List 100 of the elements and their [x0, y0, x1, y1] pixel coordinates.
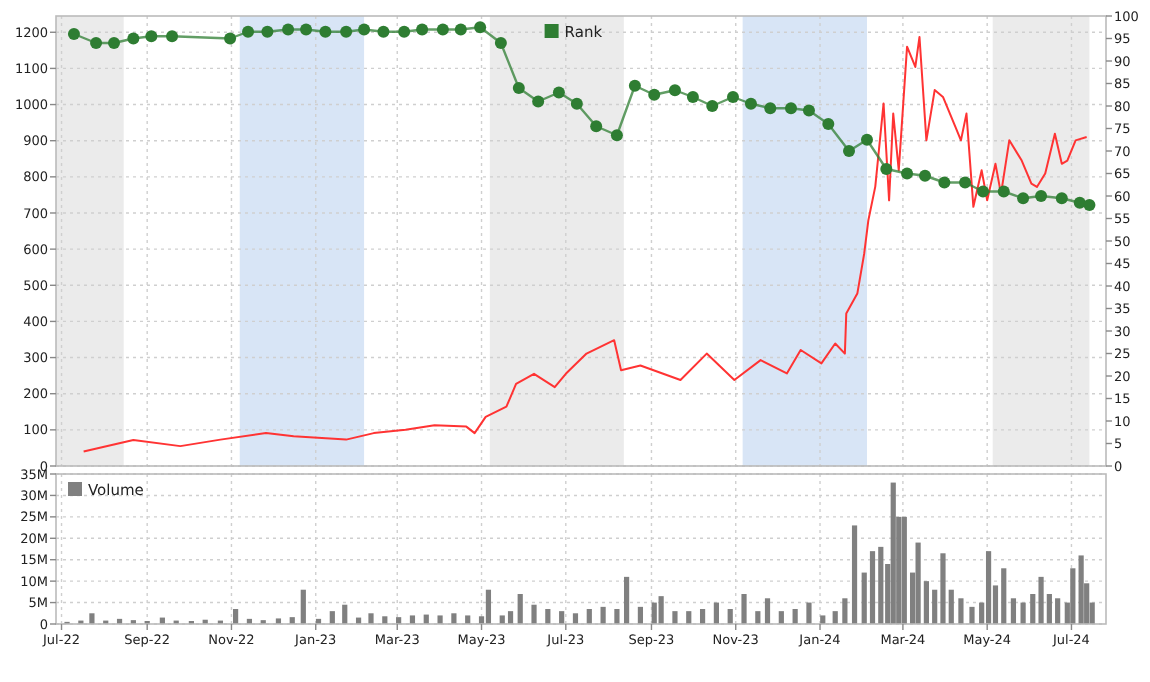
bar: [600, 606, 606, 624]
point: [590, 120, 603, 133]
bar: [437, 615, 443, 624]
point: [127, 32, 140, 45]
bar: [531, 604, 537, 624]
bar: [651, 602, 657, 624]
point: [416, 23, 429, 36]
bar: [1001, 568, 1007, 624]
point: [1017, 192, 1030, 205]
point: [648, 88, 661, 101]
bar: [1020, 602, 1026, 624]
bar: [368, 613, 374, 624]
point: [744, 97, 757, 110]
point: [67, 28, 80, 40]
bar: [1078, 555, 1084, 624]
bar: [699, 609, 706, 624]
point: [1073, 196, 1086, 209]
bar: [658, 596, 664, 624]
bar: [89, 613, 95, 624]
point: [1083, 199, 1096, 211]
bar: [851, 525, 858, 624]
bar: [915, 542, 921, 624]
bar: [764, 598, 771, 624]
point: [686, 91, 699, 103]
point: [398, 25, 411, 38]
point: [764, 102, 777, 115]
bar: [969, 606, 975, 624]
point: [552, 86, 565, 99]
bar: [806, 602, 812, 624]
point: [1055, 192, 1068, 205]
bar: [485, 589, 492, 624]
point: [377, 25, 390, 38]
point: [880, 163, 893, 175]
point: [512, 82, 525, 94]
point: [860, 133, 873, 146]
bar: [559, 611, 565, 624]
bar: [778, 611, 784, 624]
bar: [637, 606, 644, 624]
point: [919, 169, 932, 182]
point: [1035, 190, 1048, 202]
point: [436, 23, 449, 36]
bar: [792, 609, 798, 624]
point: [166, 30, 179, 43]
bar: [985, 551, 992, 624]
point: [90, 37, 103, 49]
point: [242, 25, 255, 38]
point: [706, 100, 719, 112]
bar: [517, 594, 523, 624]
point: [454, 23, 467, 36]
point: [938, 176, 951, 189]
bar: [300, 589, 306, 624]
bar: [741, 594, 747, 624]
bar: [878, 546, 884, 624]
point: [570, 97, 583, 110]
point: [494, 37, 507, 49]
bar: [614, 609, 620, 624]
point: [145, 30, 158, 43]
bar: [686, 611, 692, 624]
point: [802, 104, 815, 117]
bar: [623, 576, 630, 624]
point: [628, 79, 641, 92]
line-series: [82, 35, 1088, 453]
bar: [940, 553, 946, 624]
bar: [545, 609, 551, 624]
bar: [233, 609, 239, 624]
point: [610, 129, 623, 142]
bar: [832, 611, 838, 624]
point: [668, 84, 681, 97]
point: [901, 167, 914, 180]
bar: [1070, 568, 1076, 624]
point: [108, 37, 121, 49]
point: [300, 23, 313, 36]
point: [843, 145, 856, 157]
bar: [586, 609, 592, 624]
point: [261, 25, 274, 38]
bar: [329, 611, 335, 624]
bar: [890, 482, 896, 624]
bar: [958, 598, 964, 624]
point: [319, 25, 332, 38]
bar: [507, 611, 514, 624]
bar: [901, 516, 907, 624]
bar: [713, 602, 719, 624]
point: [726, 91, 739, 103]
point: [282, 23, 295, 36]
point: [340, 25, 353, 38]
bar: [1038, 576, 1044, 624]
point: [532, 95, 545, 108]
point: [959, 176, 972, 189]
bar: [672, 611, 678, 624]
bar: [342, 604, 348, 624]
bar: [869, 551, 876, 624]
point: [997, 185, 1010, 198]
bar: [727, 609, 733, 624]
bar: [755, 611, 761, 624]
point: [224, 32, 237, 45]
point: [977, 185, 990, 198]
bar: [1055, 598, 1061, 624]
point: [358, 23, 371, 36]
bar: [1010, 598, 1017, 624]
point: [474, 21, 487, 34]
